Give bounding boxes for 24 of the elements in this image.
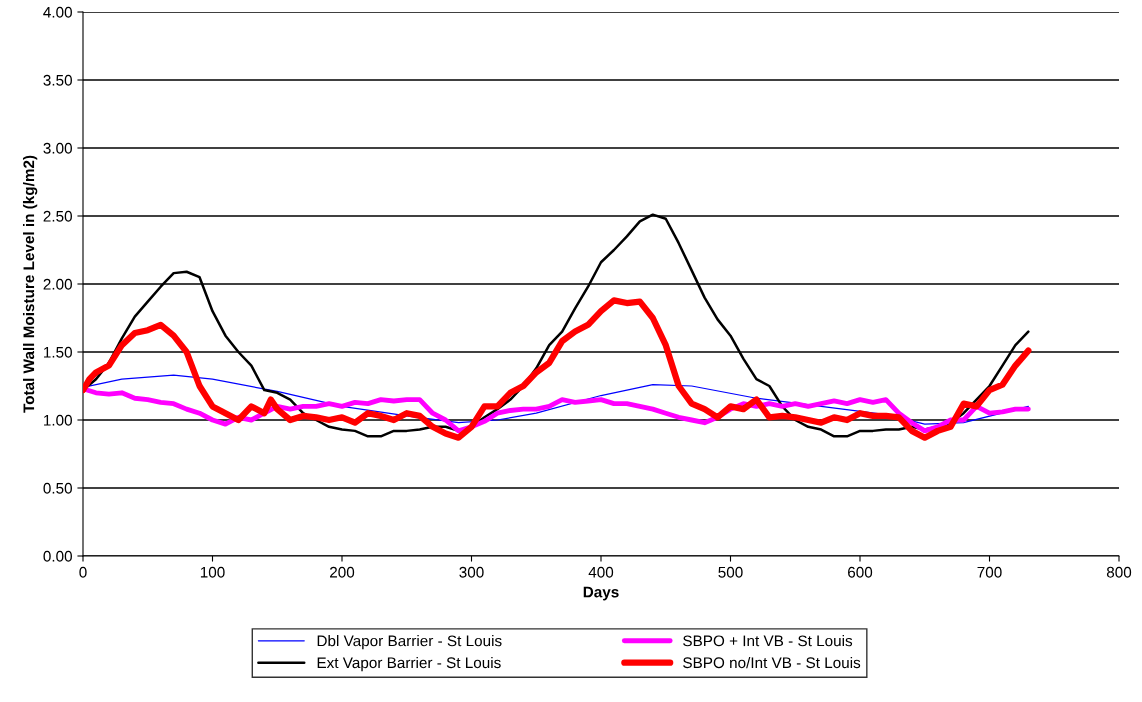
- x-tick-label: 700: [977, 566, 1002, 578]
- x-tick-label: 800: [1106, 566, 1132, 578]
- y-tick-label: 0.00: [43, 550, 72, 562]
- x-tick-label: 600: [848, 566, 873, 578]
- legend-label: SBPO + Int VB - St Louis: [683, 635, 853, 647]
- y-axis-title: Total Wall Moisture Level in (kg/m2): [22, 155, 38, 413]
- x-tick-label: 400: [588, 566, 614, 578]
- y-tick-label: 2.00: [43, 278, 72, 290]
- y-tick-label: 2.50: [43, 210, 72, 222]
- x-axis-title: Days: [583, 586, 619, 601]
- x-tick-label: 200: [330, 566, 355, 578]
- legend-label: SBPO no/Int VB - St Louis: [683, 656, 861, 669]
- x-tick-label: 0: [79, 566, 87, 578]
- y-tick-label: 4.00: [43, 6, 72, 18]
- y-tick-label: 1.50: [44, 346, 72, 358]
- x-tick-label: 300: [459, 566, 484, 578]
- legend-label: Ext Vapor Barrier - St Louis: [317, 656, 501, 672]
- legend-label: Dbl Vapor Barrier - St Louis: [317, 635, 502, 650]
- x-tick-label: 100: [200, 566, 225, 578]
- y-tick-label: 3.00: [43, 142, 72, 154]
- y-tick-label: 0.50: [43, 482, 72, 494]
- y-tick-label: 1.00: [44, 414, 72, 426]
- y-tick-label: 3.50: [43, 74, 72, 86]
- x-tick-label: 500: [718, 566, 743, 578]
